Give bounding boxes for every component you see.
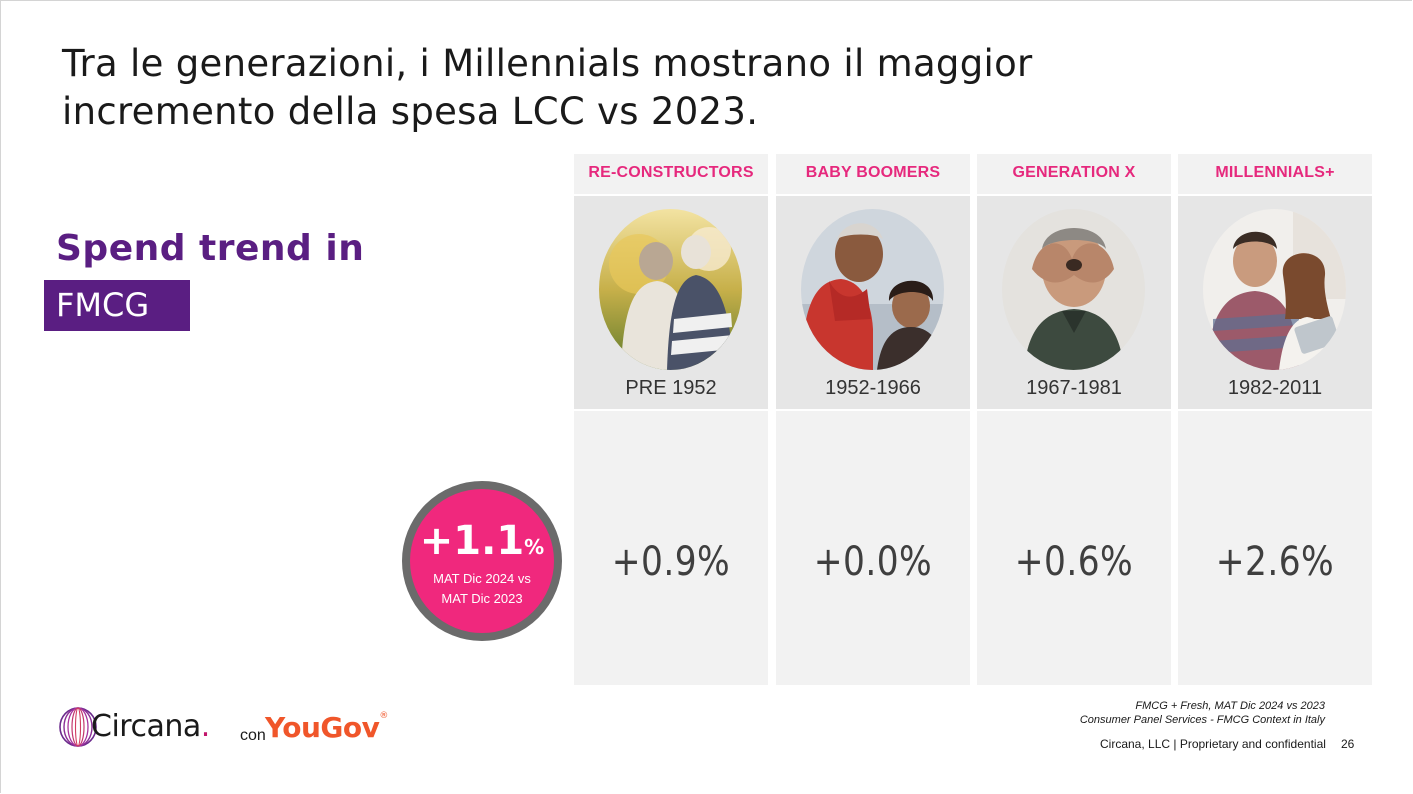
- senior-couple-photo: [801, 209, 944, 370]
- elderly-couple-photo: [599, 209, 742, 370]
- slide-title: Tra le generazioni, i Millennials mostra…: [62, 42, 1033, 133]
- generation-value-panel: +0.6%: [977, 411, 1171, 685]
- circana-logo-icon: [58, 706, 98, 748]
- generation-name: BABY BOOMERS: [776, 154, 970, 194]
- generation-value-panel: +0.0%: [776, 411, 970, 685]
- young-couple-tablet-photo: [1203, 209, 1346, 370]
- fmcg-label-box: FMCG: [44, 280, 190, 331]
- page-number: 26: [1341, 737, 1355, 751]
- generation-years: 1982-2011: [1227, 377, 1323, 399]
- total-trend-badge: +1.1% MAT Dic 2024 vs MAT Dic 2023: [402, 481, 562, 641]
- generation-photo-panel: 1952-1966: [776, 196, 970, 409]
- source-note: FMCG + Fresh, MAT Dic 2024 vs 2023 Consu…: [1079, 700, 1325, 726]
- spend-trend-heading: Spend trend in: [56, 228, 365, 269]
- generation-column-millennials: MILLENNIALS+ 1982-2011 +2.6%: [1178, 154, 1372, 685]
- generation-spend-trend: +0.0%: [813, 539, 933, 585]
- generation-spend-trend: +0.6%: [1014, 539, 1134, 585]
- generation-photo-panel: 1967-1981: [977, 196, 1171, 409]
- generation-column-baby-boomers: BABY BOOMERS 1952-1966 +0.0%: [776, 154, 970, 685]
- generation-spend-trend: +2.6%: [1215, 539, 1335, 585]
- generation-photo-panel: 1982-2011: [1178, 196, 1372, 409]
- generation-years: 1952-1966: [825, 377, 921, 399]
- generation-years: PRE 1952: [625, 377, 717, 399]
- generation-name: MILLENNIALS+: [1178, 154, 1372, 194]
- circana-logo: Circana.: [91, 709, 210, 744]
- generation-name: RE-CONSTRUCTORS: [574, 154, 768, 194]
- generation-value-panel: +2.6%: [1178, 411, 1372, 685]
- generation-column-generation-x: GENERATION X 1967-1981 +0.6%: [977, 154, 1171, 685]
- generation-column-reconstructors: RE-CONSTRUCTORS PRE 1952 +0.9%: [574, 154, 768, 685]
- generation-spend-trend: +0.9%: [611, 539, 731, 585]
- man-heart-hands-photo: [1002, 209, 1145, 370]
- generation-name: GENERATION X: [977, 154, 1171, 194]
- generation-photo-panel: PRE 1952: [574, 196, 768, 409]
- con-label: con: [240, 727, 266, 744]
- footer-confidential: Circana, LLC | Proprietary and confident…: [1100, 737, 1326, 751]
- yougov-logo: YouGov®: [265, 711, 388, 744]
- total-trend-value: +1.1%: [419, 518, 545, 564]
- generation-value-panel: +0.9%: [574, 411, 768, 685]
- total-trend-caption: MAT Dic 2024 vs MAT Dic 2023: [433, 571, 531, 606]
- generation-years: 1967-1981: [1026, 377, 1122, 399]
